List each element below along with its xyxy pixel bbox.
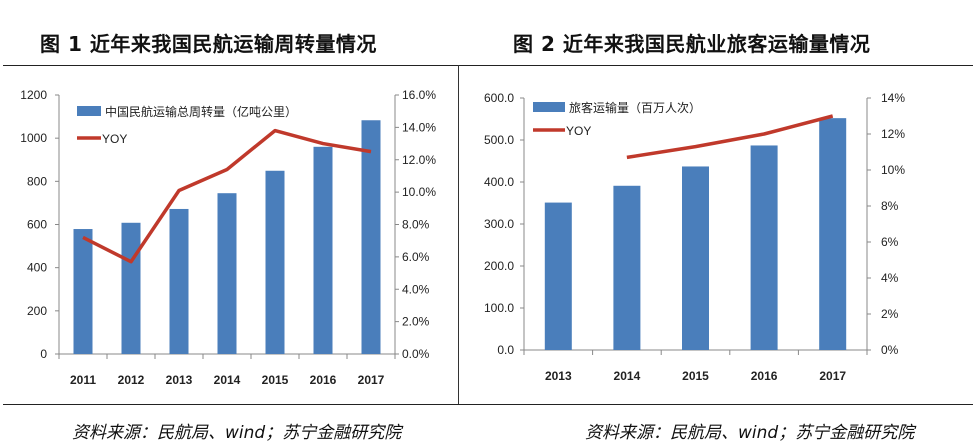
- right-tick-label: 0%: [881, 343, 899, 357]
- x-tick-label: 2013: [545, 369, 572, 383]
- x-tick-label: 2012: [118, 373, 145, 387]
- x-tick-label: 2013: [166, 373, 193, 387]
- legend-bar-label: 中国民航运输总周转量（亿吨公里）: [105, 104, 297, 119]
- left-tick-label: 400.0: [484, 175, 514, 189]
- x-tick-label: 2011: [70, 373, 96, 387]
- right-tick-label: 6%: [881, 235, 899, 249]
- left-tick-label: 400: [27, 261, 47, 275]
- right-tick-label: 8.0%: [402, 218, 430, 232]
- bar-2015: [265, 170, 285, 354]
- right-tick-label: 16.0%: [402, 88, 436, 102]
- x-tick-label: 2017: [358, 373, 385, 387]
- right-tick-label: 8%: [881, 199, 899, 213]
- right-tick-label: 2%: [881, 307, 899, 321]
- left-tick-label: 300.0: [484, 217, 514, 231]
- chart-divider: [458, 65, 459, 404]
- right-tick-label: 12%: [881, 127, 905, 141]
- bar-2016: [313, 146, 333, 354]
- legend-line-label: YOY: [102, 132, 127, 146]
- yoy-line: [626, 114, 834, 160]
- left-tick-label: 600.0: [484, 91, 514, 105]
- right-tick-label: 10.0%: [402, 185, 436, 199]
- left-tick-label: 0.0: [497, 343, 514, 357]
- top-rule: [3, 65, 973, 66]
- bar-2012: [121, 222, 141, 354]
- bar-2013: [169, 208, 189, 354]
- bar-2014: [613, 185, 641, 350]
- left-tick-label: 0: [40, 347, 47, 361]
- bar-2014: [217, 193, 237, 354]
- left-tick-label: 200: [27, 304, 47, 318]
- legend-bar-swatch: [77, 106, 101, 116]
- x-tick-label: 2016: [310, 373, 337, 387]
- legend-line-label: YOY: [566, 124, 591, 138]
- x-tick-label: 2016: [751, 369, 778, 383]
- left-tick-label: 800: [27, 174, 47, 188]
- right-tick-label: 6.0%: [402, 250, 430, 264]
- left-tick-label: 200.0: [484, 259, 514, 273]
- x-tick-label: 2014: [614, 369, 641, 383]
- right-tick-label: 10%: [881, 163, 905, 177]
- bar-2011: [73, 229, 93, 354]
- right-tick-label: 0.0%: [402, 347, 430, 361]
- right-tick-label: 14%: [881, 91, 905, 105]
- left-tick-label: 100.0: [484, 301, 514, 315]
- x-tick-label: 2014: [214, 373, 241, 387]
- right-tick-label: 4%: [881, 271, 899, 285]
- bar-2017: [361, 120, 381, 354]
- left-tick-label: 500.0: [484, 133, 514, 147]
- right-tick-label: 14.0%: [402, 120, 436, 134]
- x-tick-label: 2017: [819, 369, 846, 383]
- bar-2013: [544, 202, 572, 350]
- chart-2-source: 资料来源：民航局、wind；苏宁金融研究院: [585, 423, 915, 443]
- bar-2016: [750, 145, 778, 350]
- bar-2017: [819, 118, 847, 350]
- x-tick-label: 2015: [682, 369, 709, 383]
- chart-2-title: 图 2 近年来我国民航业旅客运输量情况: [513, 32, 871, 56]
- right-tick-label: 4.0%: [402, 282, 430, 296]
- chart-1-source: 资料来源：民航局、wind；苏宁金融研究院: [72, 423, 402, 443]
- legend-bar-label: 旅客运输量（百万人次）: [569, 100, 701, 115]
- x-tick-label: 2015: [262, 373, 289, 387]
- chart-1-title: 图 1 近年来我国民航运输周转量情况: [40, 32, 377, 56]
- left-tick-label: 1000: [20, 131, 47, 145]
- bar-2015: [682, 166, 709, 350]
- left-tick-label: 1200: [20, 88, 47, 102]
- right-tick-label: 2.0%: [402, 315, 430, 329]
- left-tick-label: 600: [27, 218, 47, 232]
- right-tick-label: 12.0%: [402, 153, 436, 167]
- legend-bar-swatch: [533, 102, 565, 112]
- bottom-rule: [3, 404, 973, 405]
